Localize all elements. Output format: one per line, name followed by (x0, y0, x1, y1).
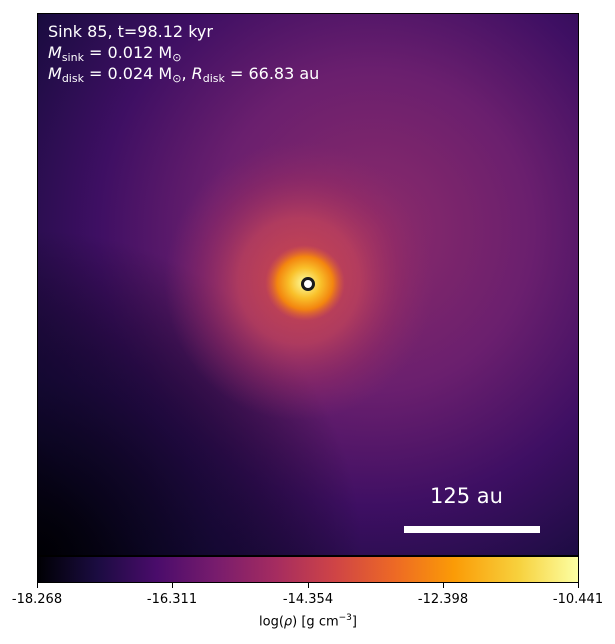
colorbar-tick-label: -12.398 (417, 592, 469, 607)
disk-annotation: Mdisk = 0.024 M⊙, Rdisk = 66.83 au (48, 64, 320, 85)
sink-title: Sink 85, t=98.12 kyr (48, 22, 213, 41)
sink-marker-icon (301, 277, 315, 291)
colorbar (37, 556, 579, 583)
density-map-panel: Sink 85, t=98.12 kyr Msink = 0.012 M⊙ Md… (37, 13, 579, 556)
colorbar-tick-label: -16.311 (146, 592, 198, 607)
colorbar-tick (308, 583, 309, 588)
sink-mass-annotation: Msink = 0.012 M⊙ (48, 43, 182, 64)
colorbar-tick-label: -18.268 (11, 592, 63, 607)
scale-bar (404, 526, 540, 533)
colorbar-label: log(ρ) [g cm−3] (259, 613, 357, 630)
scale-bar-label: 125 au (430, 484, 503, 508)
colorbar-tick (172, 583, 173, 588)
colorbar-tick (578, 583, 579, 588)
colorbar-tick (443, 583, 444, 588)
colorbar-tick-label: -14.354 (282, 592, 334, 607)
colorbar-tick (37, 583, 38, 588)
colorbar-tick-label: -10.441 (552, 592, 604, 607)
